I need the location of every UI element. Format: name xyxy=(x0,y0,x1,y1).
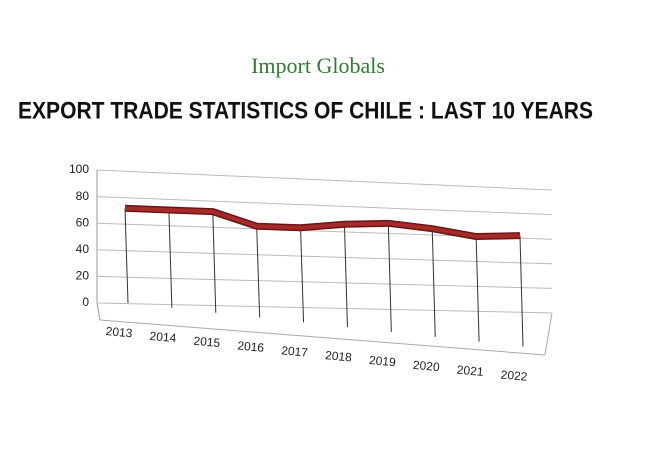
y-tick-label: 40 xyxy=(76,242,90,256)
drop-line xyxy=(387,223,392,333)
grid-line xyxy=(96,275,553,289)
y-tick-label: 20 xyxy=(76,269,90,283)
x-tick-label: 2022 xyxy=(500,368,528,384)
drop-line xyxy=(431,228,436,337)
x-tick-label: 2016 xyxy=(237,339,265,355)
drop-line xyxy=(256,226,261,318)
grid-line xyxy=(96,196,553,216)
y-tick-label: 100 xyxy=(69,162,89,176)
x-tick-label: 2017 xyxy=(281,343,309,359)
x-tick-label: 2015 xyxy=(193,334,221,350)
y-tick-label: 60 xyxy=(76,215,90,229)
floor-side xyxy=(96,302,101,321)
logo: Import Globals xyxy=(251,53,385,78)
grid-line xyxy=(96,302,553,314)
drop-line xyxy=(168,209,173,308)
floor-side xyxy=(544,312,553,356)
chart-title: EXPORT TRADE STATISTICS OF CHILE : LAST … xyxy=(18,97,593,124)
drop-line xyxy=(343,224,348,328)
drop-line xyxy=(124,208,129,304)
line xyxy=(124,206,521,239)
x-tick-label: 2013 xyxy=(105,324,133,340)
x-tick-label: 2020 xyxy=(412,358,440,374)
drop-line xyxy=(212,211,217,313)
x-tick-label: 2021 xyxy=(456,363,484,379)
drop-line xyxy=(519,235,524,347)
x-tick-label: 2018 xyxy=(325,348,353,364)
drop-line xyxy=(300,227,305,323)
floor-front xyxy=(99,319,546,356)
y-tick-label: 0 xyxy=(82,295,89,309)
grid-line xyxy=(96,249,553,265)
x-tick-label: 2019 xyxy=(368,353,396,369)
grid-line xyxy=(96,169,553,191)
drop-line xyxy=(475,236,480,342)
x-tick-label: 2014 xyxy=(149,329,177,345)
y-tick-label: 80 xyxy=(76,189,90,203)
